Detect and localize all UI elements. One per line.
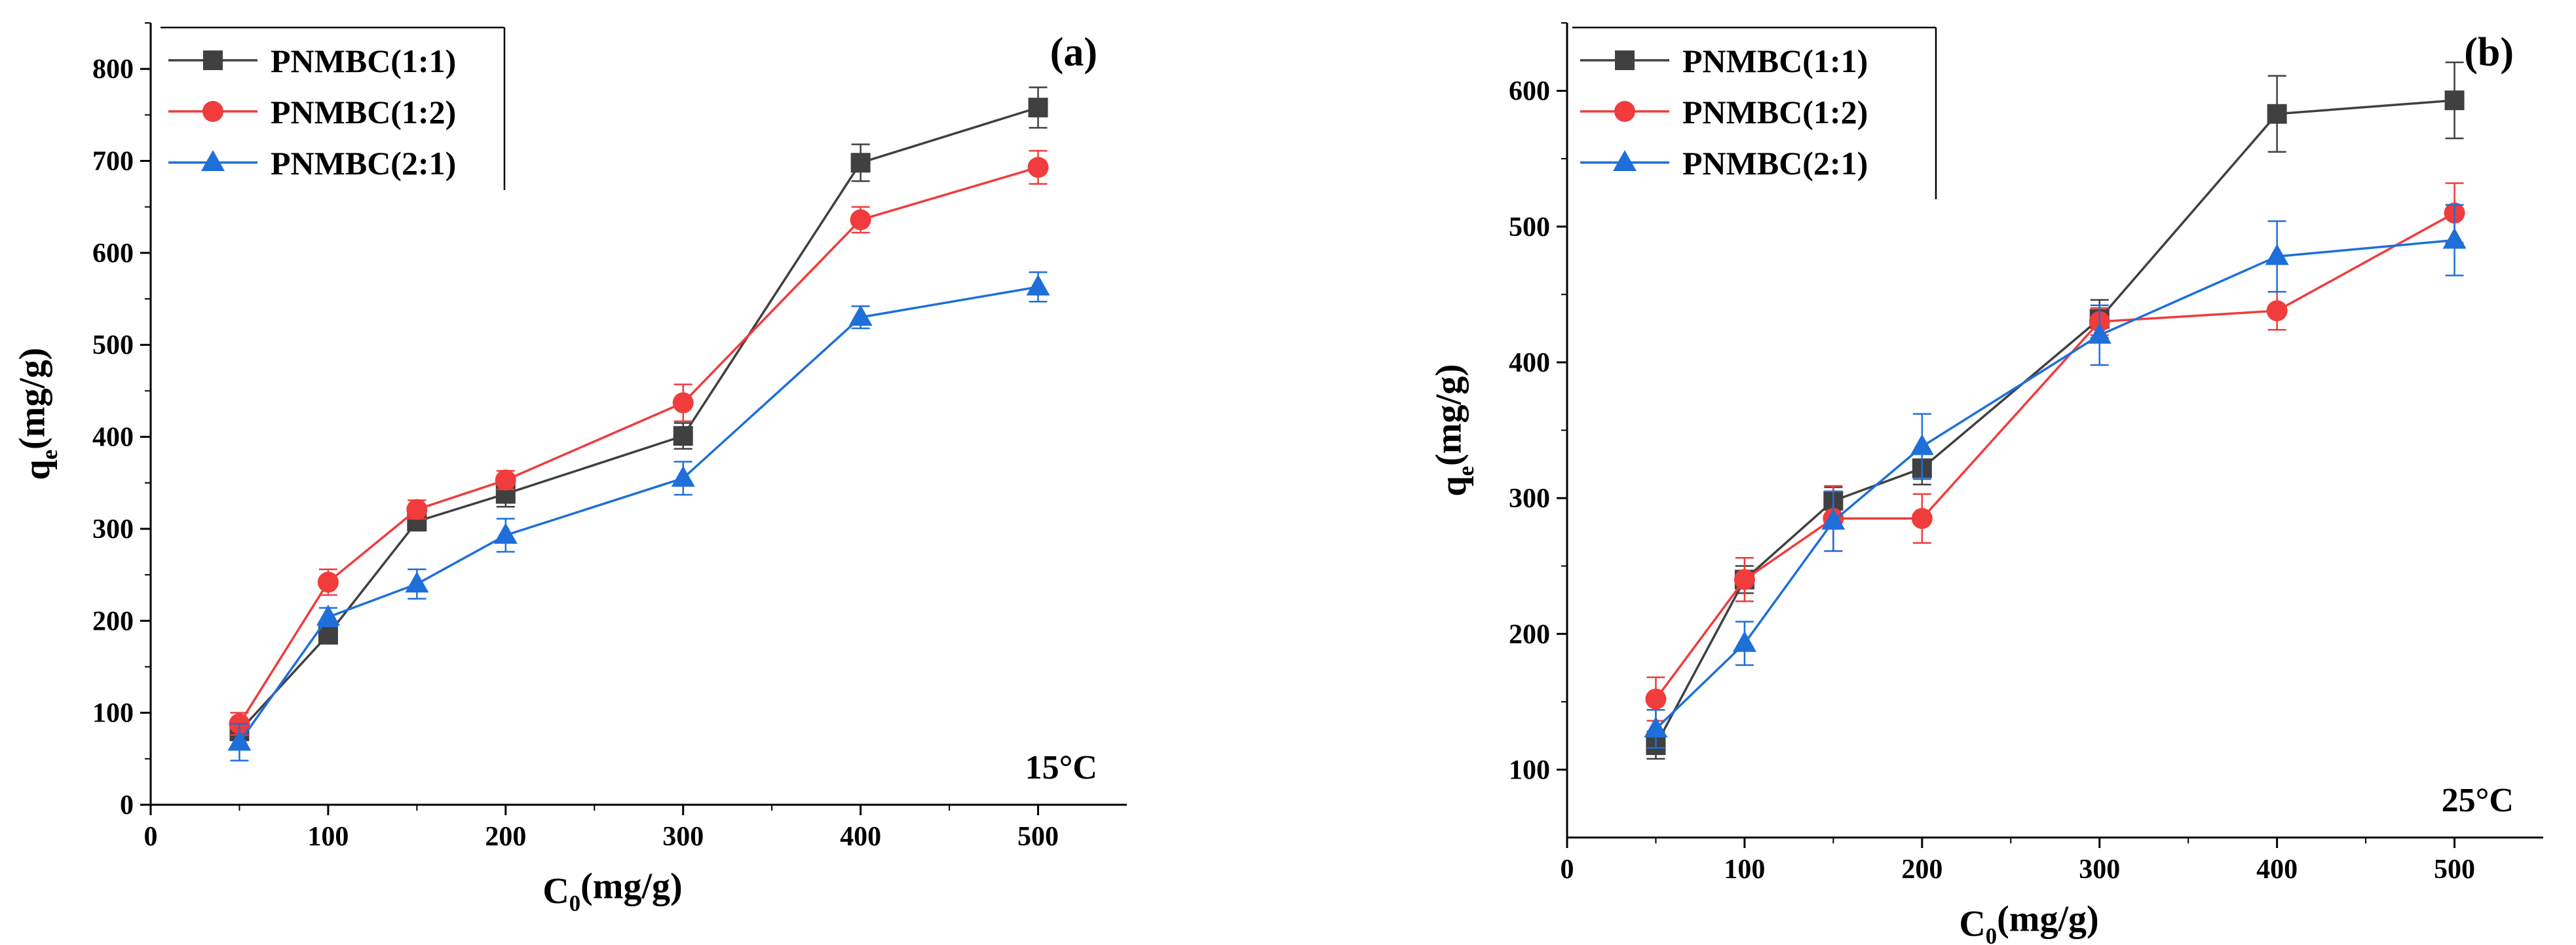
- data-point: [2267, 104, 2287, 124]
- data-point: [1732, 630, 1756, 652]
- x-tick-label: 400: [840, 822, 881, 852]
- legend-label: PNMBC(1:2): [1682, 94, 1868, 130]
- data-point: [1910, 434, 1934, 455]
- legend-swatch-marker: [201, 150, 225, 171]
- legend: PNMBC(1:1) PNMBC(1:2) PNMBC(2:1): [161, 26, 506, 190]
- y-tick-label: 600: [92, 239, 134, 269]
- legend-label: PNMBC(1:1): [1682, 43, 1868, 79]
- y-axis-title: qe(mg/g): [12, 347, 63, 480]
- series-PNMBC(1:1): [229, 86, 1048, 742]
- data-point: [227, 729, 252, 751]
- y-tick-label: 100: [92, 699, 134, 729]
- x-tick-label: 200: [485, 822, 526, 852]
- y-axis-title: qe(mg/g): [1429, 364, 1479, 496]
- series-line: [1655, 239, 2455, 730]
- data-point: [2087, 322, 2112, 344]
- y-tick-label: 500: [1509, 212, 1550, 242]
- legend: PNMBC(1:1) PNMBC(1:2) PNMBC(2:1): [1572, 26, 1937, 199]
- data-point: [2444, 90, 2465, 111]
- x-axis-title: C0(mg/g): [542, 866, 682, 917]
- data-point: [848, 305, 873, 326]
- x-tick-label: 300: [2079, 855, 2120, 885]
- data-point: [1821, 509, 1846, 530]
- data-point: [2265, 244, 2289, 265]
- series-PNMBC(1:2): [1645, 182, 2465, 722]
- data-point: [671, 465, 695, 487]
- data-point: [405, 571, 429, 593]
- data-point: [1733, 569, 1755, 590]
- series-PNMBC(2:1): [227, 271, 1050, 762]
- x-tick-label: 400: [2256, 855, 2298, 885]
- x-tick-label: 200: [1901, 855, 1942, 885]
- y-tick-label: 0: [120, 790, 134, 820]
- data-point: [1911, 508, 1933, 530]
- data-point: [1026, 274, 1050, 296]
- legend-swatch-marker: [1614, 101, 1635, 122]
- legend-swatch-marker: [203, 50, 223, 70]
- series-line: [238, 106, 1039, 732]
- y-tick-label: 200: [1509, 619, 1550, 649]
- data-point: [495, 469, 516, 491]
- y-tick-label: 200: [92, 606, 134, 636]
- series-line: [238, 286, 1038, 743]
- legend-label: PNMBC(2:1): [271, 145, 456, 182]
- x-tick-label: 300: [662, 822, 704, 852]
- data-point: [316, 604, 340, 626]
- data-point: [2266, 300, 2288, 322]
- data-point: [406, 499, 428, 520]
- x-tick-label: 0: [144, 822, 158, 852]
- x-tick-label: 100: [1724, 855, 1765, 885]
- legend-label: PNMBC(2:1): [1682, 145, 1868, 182]
- legend-swatch-marker: [1615, 50, 1635, 70]
- series-line: [238, 166, 1039, 725]
- data-point: [2442, 227, 2467, 249]
- legend-swatch-marker: [1613, 150, 1637, 171]
- data-point: [850, 209, 871, 231]
- data-point: [673, 426, 693, 446]
- x-axis-title: C0(mg/g): [1959, 899, 2098, 945]
- y-tick-label: 700: [92, 147, 134, 177]
- chart-panel-b: 0 100 200 300 400 500 100 200 300 400 500 600 C0(mg/…: [1429, 22, 2543, 945]
- data-point: [672, 392, 694, 414]
- y-tick-label: 100: [1509, 755, 1550, 785]
- temperature-label: 15°C: [1025, 749, 1097, 786]
- data-point: [493, 522, 518, 544]
- y-tick-label: 800: [92, 54, 134, 85]
- y-tick-label: 400: [1509, 348, 1550, 378]
- y-tick-label: 600: [1509, 77, 1550, 107]
- y-tick-label: 400: [92, 423, 134, 453]
- legend-label: PNMBC(1:1): [271, 43, 456, 79]
- series-PNMBC(1:2): [229, 149, 1049, 736]
- data-point: [317, 571, 339, 593]
- series-line: [1655, 212, 2455, 700]
- x-tick-label: 0: [1561, 855, 1574, 885]
- y-tick-label: 300: [92, 514, 134, 545]
- data-point: [1645, 688, 1667, 710]
- data-point: [1027, 157, 1049, 178]
- legend-swatch-marker: [202, 101, 223, 122]
- data-point: [1644, 716, 1668, 738]
- y-tick-label: 300: [1509, 484, 1550, 514]
- series-line: [1654, 99, 2455, 746]
- panel-label: (b): [2464, 30, 2514, 75]
- series-PNMBC(2:1): [1644, 204, 2467, 749]
- x-tick-label: 500: [1017, 822, 1059, 852]
- chart-panel-a: 0 100 200 300 400 500 0 100 200 300 400 500 600 700 80…: [12, 22, 1127, 917]
- legend-label: PNMBC(1:2): [271, 94, 456, 130]
- panel-label: (a): [1050, 30, 1097, 75]
- x-tick-label: 100: [307, 822, 349, 852]
- data-point: [1028, 98, 1048, 118]
- temperature-label: 25°C: [2442, 782, 2514, 819]
- x-tick-label: 500: [2434, 855, 2475, 885]
- y-tick-label: 500: [92, 330, 134, 360]
- data-point: [850, 153, 871, 173]
